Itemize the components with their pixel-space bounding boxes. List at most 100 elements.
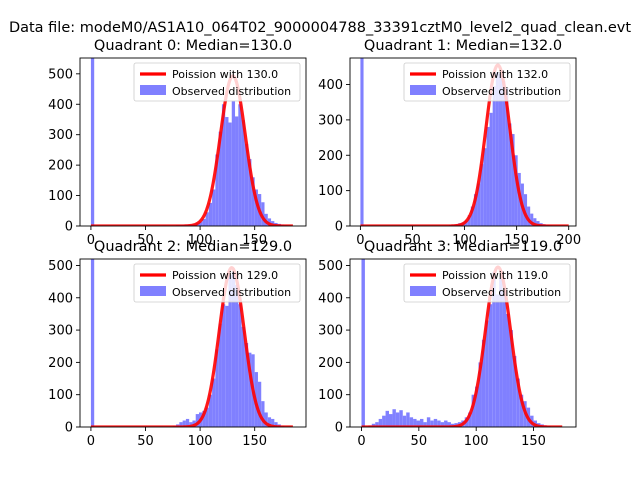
y-tick-label: 300 <box>318 113 343 128</box>
y-tick-label: 400 <box>48 98 73 113</box>
legend: Poission with 130.0 Observed distribution <box>133 62 301 102</box>
histogram-bar <box>378 418 383 427</box>
legend-patch-swatch <box>140 286 166 296</box>
legend-entry-observed: Observed distribution <box>442 286 561 299</box>
legend: Poission with 119.0 Observed distribution <box>403 263 571 303</box>
histogram-bar <box>241 326 245 427</box>
x-tick-label: 100 <box>464 434 489 449</box>
histogram-bar <box>238 104 242 226</box>
y-tick-label: 300 <box>48 128 73 143</box>
legend-patch-swatch <box>410 286 436 296</box>
panel-quadrant-3: 0 50 100 150 0 100 200 300 400 500 Quadrant 3: Med… <box>318 239 577 449</box>
legend-entry-poisson: Poission with 132.0 <box>442 68 548 81</box>
histogram-bar <box>235 116 239 226</box>
x-tick-label: 0 <box>87 233 95 248</box>
histogram-bar <box>385 410 390 427</box>
histogram-bar <box>199 221 203 226</box>
histogram-bar <box>231 271 236 427</box>
y-tick-label: 0 <box>65 421 73 436</box>
panel-title: Quadrant 3: Median=119.0 <box>364 239 562 255</box>
histogram-bar <box>218 323 222 427</box>
histogram-bar <box>505 88 509 226</box>
histogram-bar <box>261 202 265 226</box>
x-tick-label: 50 <box>404 233 421 248</box>
panel-title: Quadrant 0: Median=130.0 <box>94 38 292 54</box>
histogram-bar <box>447 422 451 427</box>
y-tick-label: 0 <box>335 220 343 235</box>
histogram-bar <box>371 423 376 427</box>
histogram-bar <box>506 313 510 427</box>
histogram-bar <box>221 104 226 226</box>
histogram-bar <box>437 420 441 427</box>
legend: Poission with 129.0 Observed distribution <box>133 263 301 303</box>
histogram-bar <box>483 148 487 226</box>
histogram-bar <box>471 394 476 427</box>
histogram-bar <box>228 122 232 226</box>
histogram-bar <box>205 212 209 226</box>
histogram-bar <box>485 320 489 427</box>
legend-entry-poisson: Poission with 129.0 <box>172 269 278 282</box>
legend-entry-observed: Observed distribution <box>172 85 291 98</box>
poisson-curve <box>90 266 293 427</box>
histogram-bar <box>202 410 206 427</box>
histogram-bar <box>361 259 365 427</box>
histogram-bar <box>238 304 242 427</box>
x-tick-label: 50 <box>137 434 154 449</box>
histogram-bar <box>218 131 222 226</box>
panel-quadrant-2: 0 50 100 150 0 100 200 300 400 500 Quadrant 2: Med… <box>48 239 307 449</box>
histogram-bar <box>473 194 478 226</box>
x-tick-label: 100 <box>188 434 213 449</box>
histogram-bar <box>399 410 403 427</box>
panel-quadrant-0: 0 50 100 150 0 100 200 300 400 500 Quadrant 0: Med… <box>48 38 307 248</box>
histogram-bar <box>244 143 249 226</box>
x-tick-label: 150 <box>242 434 267 449</box>
histogram-bar <box>477 183 481 226</box>
x-tick-label: 50 <box>137 233 154 248</box>
histogram-bar <box>195 414 200 427</box>
legend-box <box>403 263 571 303</box>
histogram-bar <box>375 422 379 427</box>
y-tick-label: 500 <box>318 259 343 274</box>
histogram-bar <box>409 417 414 427</box>
histogram-bar <box>248 352 252 427</box>
x-tick-label: 100 <box>452 233 477 248</box>
histogram-bar <box>179 422 183 427</box>
histogram-bar <box>508 123 512 226</box>
y-tick-label: 300 <box>318 324 343 339</box>
histogram-bar <box>244 343 249 427</box>
histogram-bar <box>212 189 216 226</box>
legend-patch-swatch <box>410 85 436 95</box>
y-tick-label: 300 <box>48 324 73 339</box>
histogram-bar <box>205 407 209 427</box>
histogram-bar <box>489 112 493 226</box>
legend-entry-poisson: Poission with 130.0 <box>172 68 278 81</box>
poisson-curve <box>361 265 563 427</box>
plot-area <box>360 58 569 226</box>
histogram-bar <box>444 420 448 427</box>
x-tick-label: 100 <box>188 233 213 248</box>
histogram-bar <box>267 417 272 427</box>
histogram-bar <box>416 420 420 427</box>
histogram-bar <box>395 412 400 427</box>
panel-title: Quadrant 1: Median=132.0 <box>364 38 562 54</box>
histogram-bar <box>215 154 219 226</box>
panel-title: Quadrant 2: Median=129.0 <box>94 239 292 255</box>
histogram-bar <box>182 420 186 427</box>
histogram-bar <box>440 422 445 427</box>
histogram-bar <box>267 218 272 226</box>
histogram-bar <box>251 177 255 226</box>
y-tick-label: 100 <box>318 184 343 199</box>
axes-frame <box>349 57 577 227</box>
histogram-bar <box>202 219 206 226</box>
histogram-bar <box>498 73 503 226</box>
axes-frame <box>79 57 307 227</box>
y-tick-label: 400 <box>318 78 343 93</box>
histogram-bar <box>419 418 424 427</box>
histogram-bar <box>536 221 540 226</box>
y-tick-label: 200 <box>318 356 343 371</box>
histogram-bar <box>509 330 513 427</box>
histogram-bar <box>495 72 499 226</box>
histogram-bar <box>514 155 518 226</box>
histogram-bar <box>423 422 427 427</box>
